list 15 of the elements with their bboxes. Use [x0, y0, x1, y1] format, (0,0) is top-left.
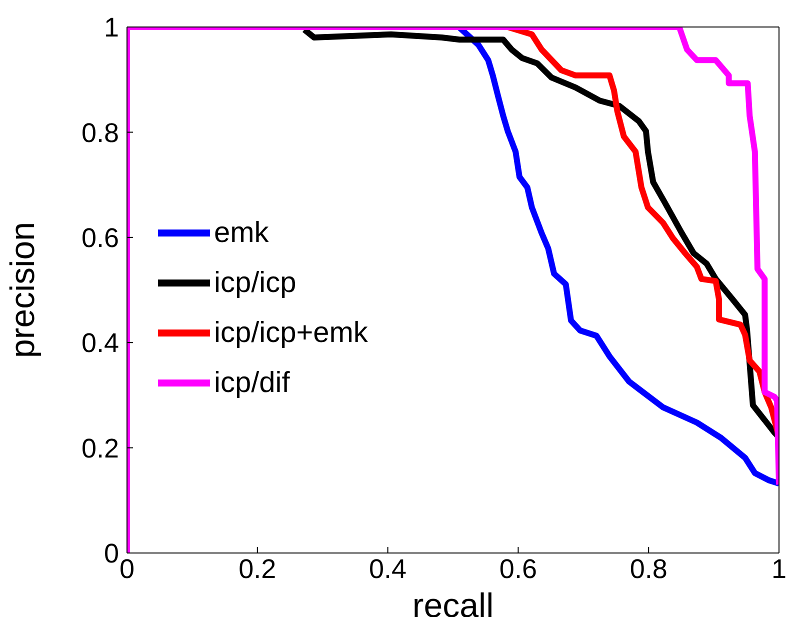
legend-label: icp/dif: [214, 366, 290, 400]
y-tick-label: 0.8: [81, 118, 119, 148]
legend-label: emk: [214, 216, 269, 250]
legend-label: icp/icp+emk: [214, 316, 368, 350]
y-tick-label: 0.4: [81, 328, 119, 358]
y-tick-label: 0.6: [81, 222, 119, 253]
y-tick-label: 0.2: [81, 433, 119, 464]
x-tick-label: 0.6: [499, 554, 537, 584]
y-tick-label: 1: [104, 12, 119, 43]
x-tick-label: 0.4: [369, 554, 407, 584]
legend-label: icp/icp: [214, 266, 296, 300]
x-tick-label: 1: [771, 554, 787, 584]
x-tick-label: 0.2: [238, 554, 276, 584]
x-tick-label: 0.8: [630, 554, 668, 584]
y-axis-title: precision: [4, 222, 42, 358]
